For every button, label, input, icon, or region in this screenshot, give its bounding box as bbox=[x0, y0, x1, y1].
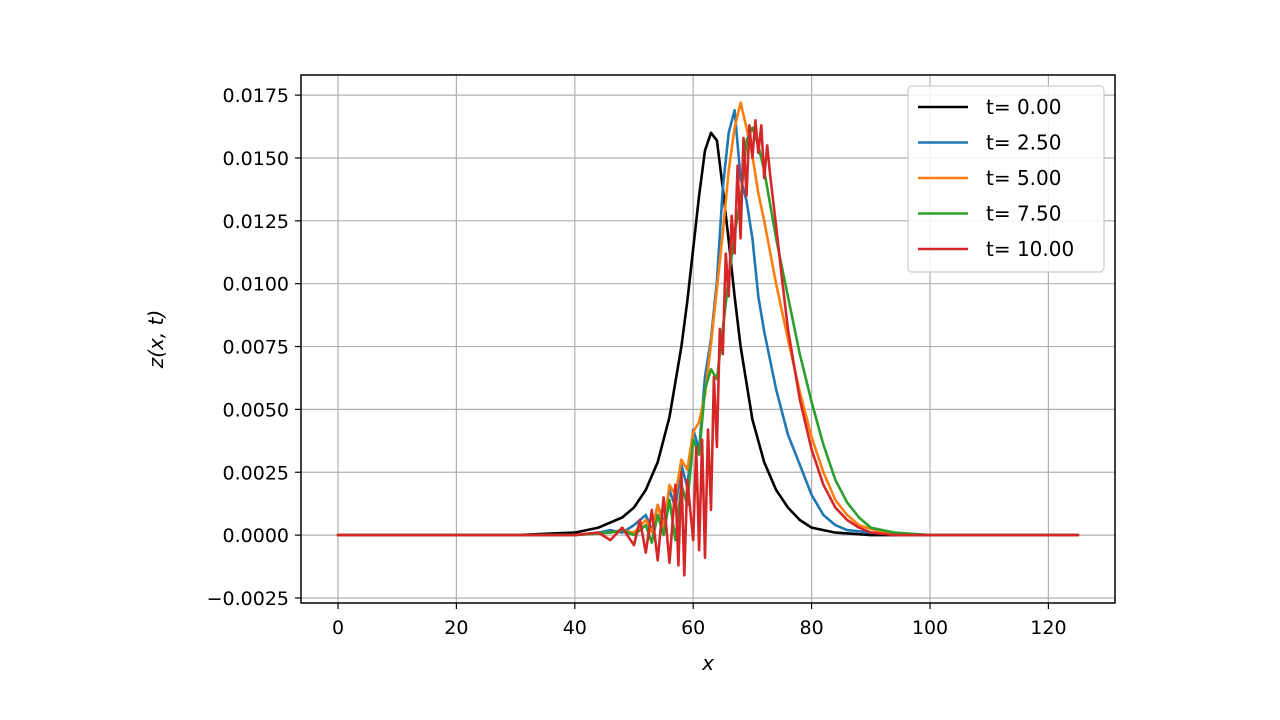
y-tick-label: 0.0000 bbox=[223, 525, 289, 547]
x-axis-label: x bbox=[701, 651, 714, 675]
legend: t= 0.00 t= 2.50 t= 5.00 t= 7.50 t= 10.00 bbox=[907, 85, 1105, 273]
y-tick-label: 0.0175 bbox=[223, 85, 289, 107]
series-line-0 bbox=[336, 131, 1080, 537]
plot-frame bbox=[300, 74, 1116, 604]
y-axis: −0.0025 0.0000 0.0025 0.0050 0.0075 0.0100 0.0… bbox=[207, 85, 301, 610]
series-group bbox=[336, 101, 1080, 577]
y-tick-label: −0.0025 bbox=[207, 588, 289, 610]
x-tick-label: 120 bbox=[1030, 617, 1066, 639]
legend-label: t= 10.00 bbox=[986, 237, 1074, 261]
legend-box bbox=[907, 85, 1105, 273]
x-tick-label: 40 bbox=[563, 617, 587, 639]
series-line-4 bbox=[336, 119, 1080, 577]
y-tick-label: 0.0075 bbox=[223, 337, 289, 359]
x-axis: 0 20 40 60 80 100 120 bbox=[332, 603, 1067, 639]
legend-label: t= 5.00 bbox=[986, 166, 1062, 190]
x-tick-label: 100 bbox=[912, 617, 948, 639]
y-axis-label: z(x, t) bbox=[144, 310, 168, 370]
y-tick-label: 0.0125 bbox=[223, 211, 289, 233]
series-line-2 bbox=[336, 101, 1080, 537]
x-tick-label: 80 bbox=[800, 617, 824, 639]
x-tick-label: 20 bbox=[444, 617, 468, 639]
y-tick-label: 0.0100 bbox=[223, 274, 289, 296]
x-tick-label: 60 bbox=[681, 617, 705, 639]
y-tick-label: 0.0150 bbox=[223, 148, 289, 170]
y-tick-label: 0.0050 bbox=[223, 399, 289, 421]
series-line-3 bbox=[336, 126, 1080, 545]
legend-label: t= 2.50 bbox=[986, 131, 1062, 155]
legend-label: t= 7.50 bbox=[986, 202, 1062, 226]
legend-label: t= 0.00 bbox=[986, 95, 1062, 119]
y-tick-label: 0.0025 bbox=[223, 462, 289, 484]
x-tick-label: 0 bbox=[332, 617, 344, 639]
